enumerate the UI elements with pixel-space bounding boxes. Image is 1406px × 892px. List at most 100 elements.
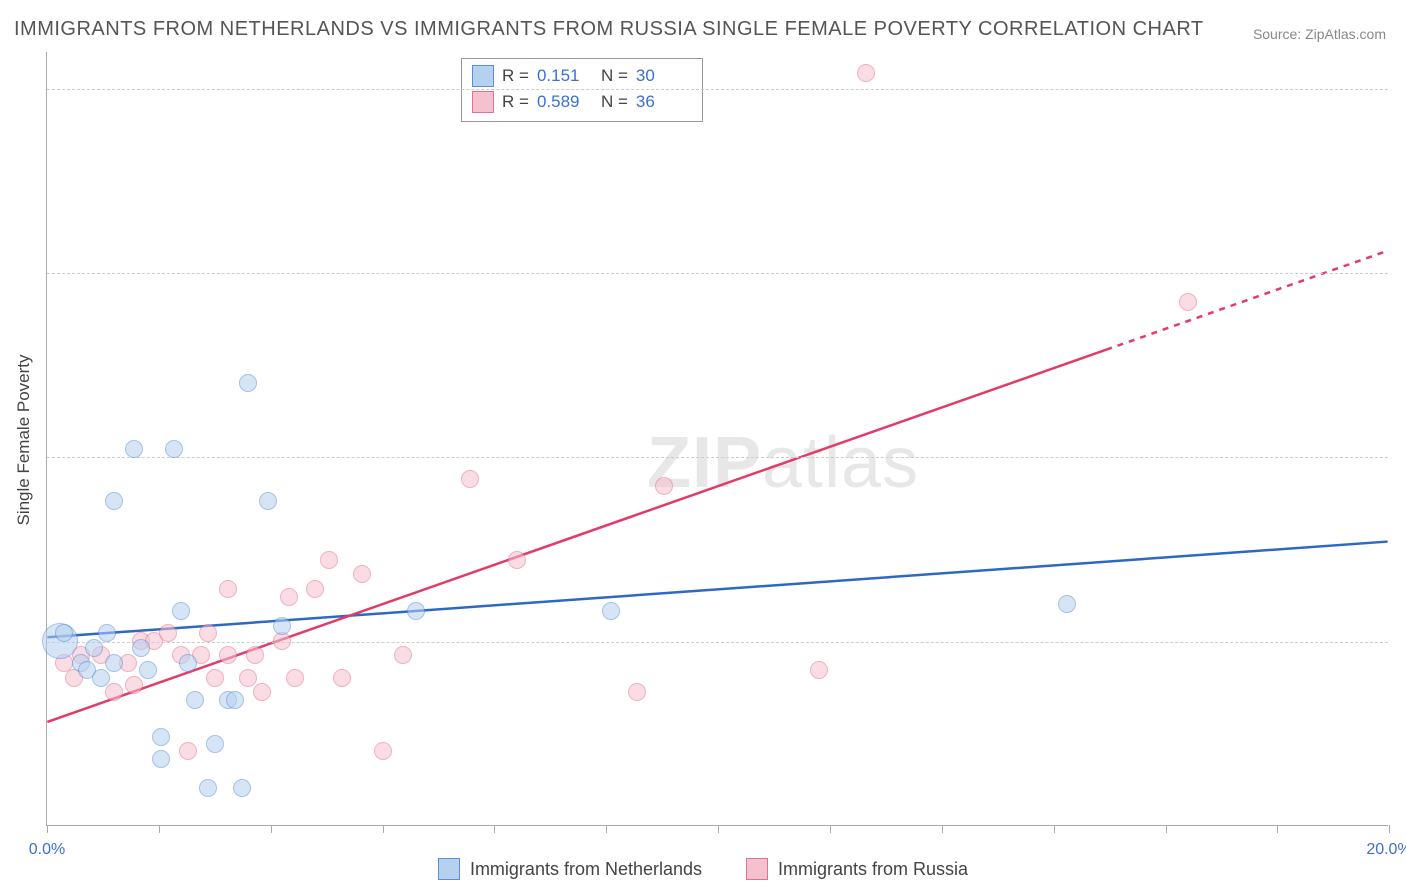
- data-point-russia: [306, 580, 324, 598]
- data-point-netherlands: [152, 728, 170, 746]
- data-point-netherlands: [55, 624, 73, 642]
- swatch-russia: [746, 858, 768, 880]
- y-tick-label: 75.0%: [1396, 264, 1406, 282]
- x-tick: [271, 825, 272, 833]
- data-point-russia: [461, 470, 479, 488]
- data-point-russia: [333, 669, 351, 687]
- data-point-russia: [810, 661, 828, 679]
- gridline: [47, 642, 1388, 643]
- r-label: R =: [502, 92, 529, 112]
- series-legend: Immigrants from Netherlands Immigrants f…: [0, 858, 1406, 880]
- data-point-russia: [374, 742, 392, 760]
- data-point-netherlands: [226, 691, 244, 709]
- x-tick-label: 20.0%: [1366, 841, 1406, 859]
- data-point-russia: [1179, 293, 1197, 311]
- data-point-netherlands: [172, 602, 190, 620]
- r-label: R =: [502, 66, 529, 86]
- n-label: N =: [601, 66, 628, 86]
- data-point-netherlands: [407, 602, 425, 620]
- r-value-netherlands: 0.151: [537, 66, 593, 86]
- watermark-light: atlas: [762, 423, 919, 503]
- gridline: [47, 457, 1388, 458]
- data-point-russia: [280, 588, 298, 606]
- data-point-netherlands: [152, 750, 170, 768]
- x-tick: [494, 825, 495, 833]
- data-point-russia: [394, 646, 412, 664]
- data-point-netherlands: [602, 602, 620, 620]
- x-tick-label: 0.0%: [29, 841, 65, 859]
- data-point-russia: [628, 683, 646, 701]
- data-point-netherlands: [139, 661, 157, 679]
- legend-row-netherlands: R = 0.151 N = 30: [472, 63, 692, 89]
- n-value-russia: 36: [636, 92, 692, 112]
- data-point-russia: [655, 477, 673, 495]
- watermark: ZIPatlas: [647, 422, 919, 504]
- data-point-netherlands: [98, 624, 116, 642]
- x-tick: [718, 825, 719, 833]
- data-point-russia: [320, 551, 338, 569]
- data-point-netherlands: [233, 779, 251, 797]
- legend-row-russia: R = 0.589 N = 36: [472, 89, 692, 115]
- y-tick-label: 100.0%: [1396, 80, 1406, 98]
- gridline: [47, 89, 1388, 90]
- data-point-netherlands: [165, 440, 183, 458]
- y-axis-label: Single Female Poverty: [14, 354, 34, 525]
- x-tick: [1277, 825, 1278, 833]
- data-point-russia: [105, 683, 123, 701]
- legend-label-russia: Immigrants from Russia: [778, 859, 968, 880]
- swatch-netherlands: [438, 858, 460, 880]
- y-tick-label: 50.0%: [1396, 448, 1406, 466]
- correlation-legend: R = 0.151 N = 30 R = 0.589 N = 36: [461, 58, 703, 122]
- x-tick: [830, 825, 831, 833]
- swatch-russia: [472, 91, 494, 113]
- x-tick: [606, 825, 607, 833]
- data-point-netherlands: [259, 492, 277, 510]
- x-tick: [383, 825, 384, 833]
- x-tick: [47, 825, 48, 833]
- correlation-chart: IMMIGRANTS FROM NETHERLANDS VS IMMIGRANT…: [0, 0, 1406, 892]
- swatch-netherlands: [472, 65, 494, 87]
- data-point-russia: [125, 676, 143, 694]
- plot-area: ZIPatlas R = 0.151 N = 30 R = 0.589 N = …: [46, 52, 1388, 826]
- data-point-netherlands: [206, 735, 224, 753]
- data-point-russia: [219, 580, 237, 598]
- data-point-netherlands: [92, 669, 110, 687]
- n-label: N =: [601, 92, 628, 112]
- data-point-netherlands: [1058, 595, 1076, 613]
- data-point-russia: [179, 742, 197, 760]
- data-point-russia: [246, 646, 264, 664]
- data-point-netherlands: [132, 639, 150, 657]
- data-point-netherlands: [239, 374, 257, 392]
- chart-title: IMMIGRANTS FROM NETHERLANDS VS IMMIGRANT…: [14, 18, 1204, 41]
- data-point-russia: [508, 551, 526, 569]
- source-credit: Source: ZipAtlas.com: [1253, 26, 1386, 42]
- gridline: [47, 273, 1388, 274]
- data-point-netherlands: [85, 639, 103, 657]
- n-value-netherlands: 30: [636, 66, 692, 86]
- data-point-netherlands: [273, 617, 291, 635]
- data-point-russia: [159, 624, 177, 642]
- data-point-netherlands: [105, 654, 123, 672]
- data-point-russia: [857, 64, 875, 82]
- data-point-russia: [239, 669, 257, 687]
- legend-label-netherlands: Immigrants from Netherlands: [470, 859, 702, 880]
- x-tick: [1166, 825, 1167, 833]
- x-tick: [1389, 825, 1390, 833]
- data-point-russia: [206, 669, 224, 687]
- legend-item-russia: Immigrants from Russia: [746, 858, 968, 880]
- x-tick: [159, 825, 160, 833]
- r-value-russia: 0.589: [537, 92, 593, 112]
- data-point-russia: [253, 683, 271, 701]
- data-point-russia: [219, 646, 237, 664]
- x-tick: [1054, 825, 1055, 833]
- data-point-netherlands: [199, 779, 217, 797]
- legend-item-netherlands: Immigrants from Netherlands: [438, 858, 702, 880]
- y-tick-label: 25.0%: [1396, 633, 1406, 651]
- data-point-netherlands: [125, 440, 143, 458]
- x-tick: [942, 825, 943, 833]
- data-point-netherlands: [179, 654, 197, 672]
- data-point-russia: [199, 624, 217, 642]
- data-point-russia: [286, 669, 304, 687]
- data-point-netherlands: [105, 492, 123, 510]
- data-point-netherlands: [186, 691, 204, 709]
